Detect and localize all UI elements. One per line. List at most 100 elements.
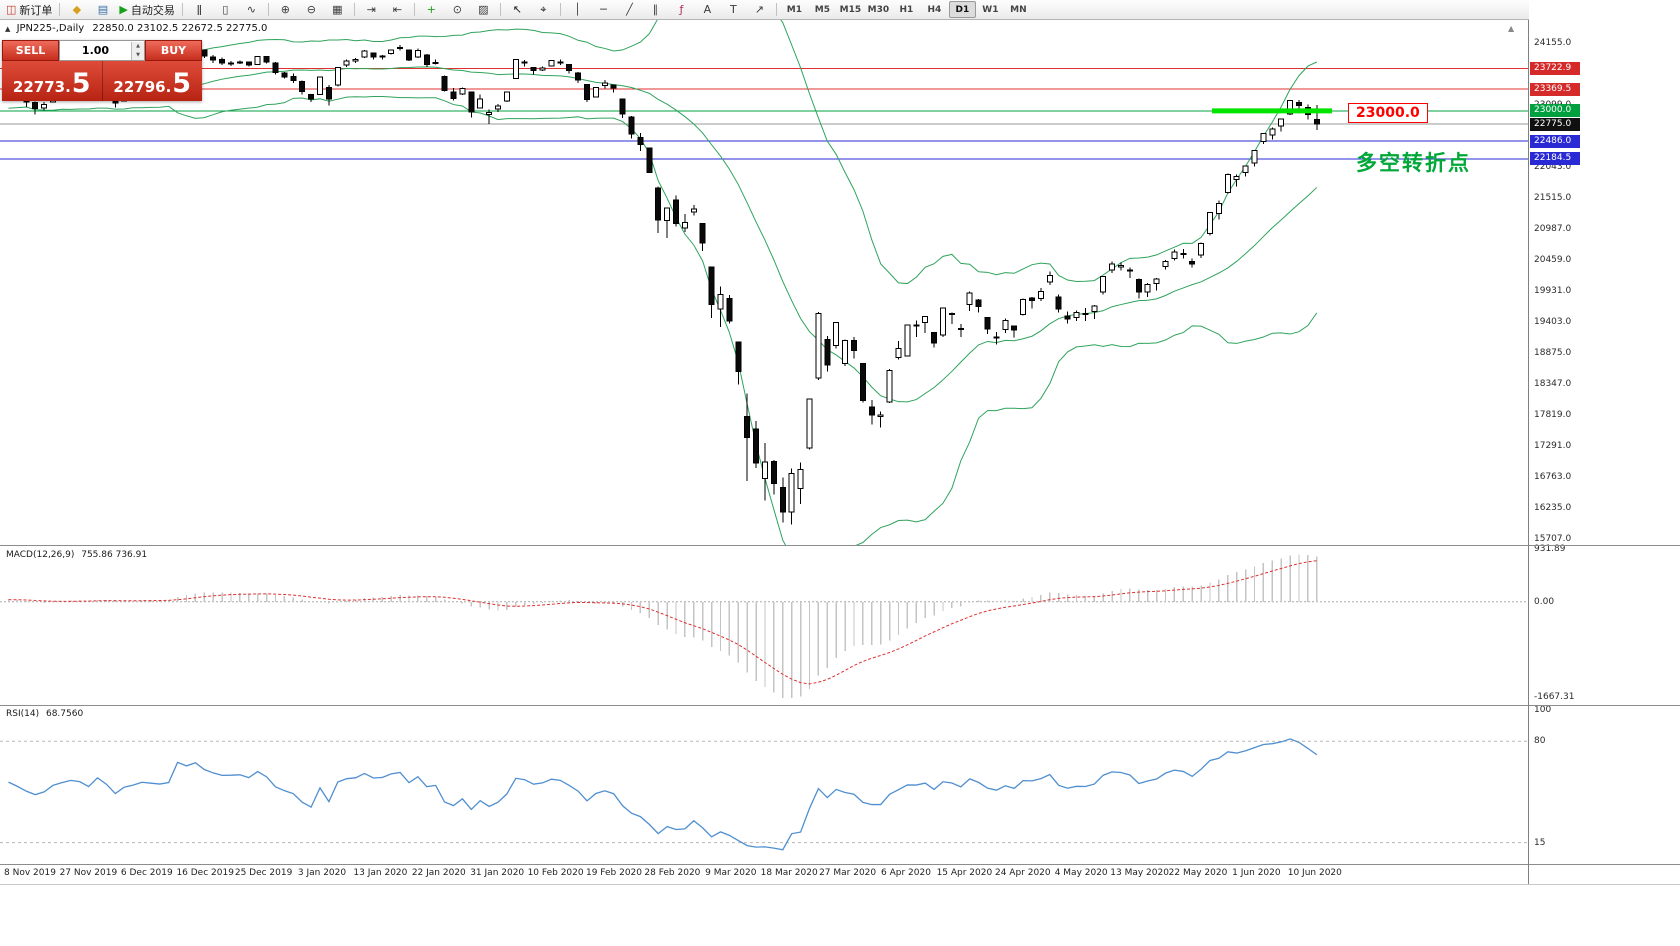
indicators-icon: + <box>426 3 436 16</box>
scroll-end-marker[interactable]: ▲ <box>1508 24 1515 33</box>
candlestick-chart[interactable] <box>0 20 1528 545</box>
time-axis[interactable]: 8 Nov 2019 27 Nov 2019 6 Dec 2019 16 Dec 20… <box>0 864 1528 884</box>
date-label: 1 Jun 2020 <box>1232 868 1281 878</box>
ask-price[interactable]: 22796. 5 <box>103 61 203 101</box>
date-label: 3 Jan 2020 <box>297 868 347 878</box>
indicators-button[interactable]: + <box>419 0 444 19</box>
trendline-icon: ╱ <box>626 3 633 16</box>
chart-shift-icon: ⇤ <box>392 3 402 16</box>
sell-button[interactable]: SELL <box>2 40 59 61</box>
panel-separator[interactable] <box>0 545 1680 546</box>
ask-big-digit: 5 <box>172 68 192 99</box>
volume-down-icon[interactable]: ▼ <box>132 50 144 60</box>
timeframe-h4-button[interactable]: H4 <box>927 4 942 15</box>
date-label: 6 Dec 2019 <box>120 868 173 878</box>
price-axis[interactable]: 24155.023099.022043.021515.020987.020459… <box>1529 0 1680 946</box>
arrows-button[interactable]: ↗ <box>747 0 772 19</box>
macd-panel[interactable] <box>0 547 1528 704</box>
crosshair-icon: ⌖ <box>540 3 547 16</box>
chart-bars-icon: ǁ <box>196 3 203 16</box>
market-watch-button[interactable]: ▤ <box>90 0 115 19</box>
price-axis-label: 0.00 <box>1534 596 1555 607</box>
crosshair-button[interactable]: ⌖ <box>531 0 556 19</box>
timeframe-mn-button[interactable]: MN <box>1010 4 1027 15</box>
date-label: 19 Feb 2020 <box>585 868 643 878</box>
toolbar-separator <box>181 3 183 16</box>
metaeditor-button[interactable]: ◆ <box>64 0 89 19</box>
chart-shift-button[interactable]: ⇤ <box>385 0 410 19</box>
chart-line-button[interactable]: ∿ <box>239 0 264 19</box>
zoom-in-button[interactable]: ⊕ <box>273 0 298 19</box>
timeframe-m5-button[interactable]: M5 <box>814 4 830 15</box>
timeframe-d1-button[interactable]: D1 <box>948 1 976 18</box>
timeframe-m1-button[interactable]: M1 <box>786 4 802 15</box>
date-label: 10 Feb 2020 <box>527 868 584 878</box>
volume-up-icon[interactable]: ▲ <box>132 41 144 51</box>
panel-separator[interactable] <box>0 705 1680 706</box>
zoom-out-icon: ⊖ <box>306 3 316 16</box>
cursor-button[interactable]: ↖ <box>505 0 530 19</box>
timeframe-w1-button[interactable]: W1 <box>982 4 999 15</box>
bid-main-digits: 22773. <box>12 78 71 96</box>
volume-input[interactable] <box>60 43 131 58</box>
toolbar-separator <box>267 3 269 16</box>
trendline-button[interactable]: ╱ <box>617 0 642 19</box>
tile-windows-button[interactable]: ▦ <box>325 0 350 19</box>
price-tag: 22775.0 <box>1530 117 1580 131</box>
horizontal-line-icon: ─ <box>600 3 607 16</box>
toolbar-separator <box>499 3 501 16</box>
templates-button[interactable]: ▨ <box>471 0 496 19</box>
toolbar-separator <box>775 3 777 16</box>
volume-spinner: ▲ ▼ <box>131 41 144 60</box>
price-tag: 23722.9 <box>1530 62 1580 76</box>
price-axis-label: 17291.0 <box>1534 440 1572 451</box>
macd-label: MACD(12,26,9) 755.86 736.91 <box>6 550 148 560</box>
auto-scroll-button[interactable]: ⇥ <box>359 0 384 19</box>
chart-candles-button[interactable]: ▯ <box>213 0 238 19</box>
date-label: 22 May 2020 <box>1168 868 1228 878</box>
ask-main-digits: 22796. <box>113 78 172 96</box>
price-axis-label: 19403.0 <box>1534 316 1572 327</box>
text-label-icon: T <box>730 3 737 16</box>
price-axis-label: 24155.0 <box>1534 38 1572 49</box>
date-label: 24 Apr 2020 <box>994 868 1051 878</box>
price-axis-label: 17819.0 <box>1534 409 1572 420</box>
timeframe-m30-button[interactable]: M30 <box>867 4 890 15</box>
text-button[interactable]: A <box>695 0 720 19</box>
zoom-out-button[interactable]: ⊖ <box>299 0 324 19</box>
vertical-line-button[interactable]: │ <box>565 0 590 19</box>
price-tag: 22486.0 <box>1530 134 1580 148</box>
level-23000-callout: 23000.0 <box>1348 103 1428 123</box>
channel-button[interactable]: ∥ <box>643 0 668 19</box>
main-toolbar: ◫ 新订单 ◆ ▤ ▶ 自动交易 ǁ ▯ ∿ ⊕ ⊖ ▦ ⇥ ⇤ + ⊙ ▨ ↖ ⌖ │ ─ ╱ ∥ ƒ A T ↗ M1 M5 M15 M… <box>0 0 1680 20</box>
rsi-panel[interactable] <box>0 706 1528 864</box>
buy-button[interactable]: BUY <box>145 40 202 61</box>
cursor-icon: ↖ <box>512 3 522 16</box>
time-axis-separator <box>0 864 1680 865</box>
horizontal-line-button[interactable]: ─ <box>591 0 616 19</box>
price-axis-label: 21515.0 <box>1534 193 1572 204</box>
text-icon: A <box>703 3 712 16</box>
new-order-button[interactable]: ◫ 新订单 <box>3 0 55 19</box>
one-click-collapse-icon[interactable]: ▲ <box>5 25 11 33</box>
date-label: 4 May 2020 <box>1054 868 1108 878</box>
price-divider <box>101 61 103 101</box>
timeframe-m15-button[interactable]: M15 <box>839 4 862 15</box>
date-label: 10 Jun 2020 <box>1287 868 1342 878</box>
bid-price[interactable]: 22773. 5 <box>2 61 102 101</box>
fibonacci-button[interactable]: ƒ <box>669 0 694 19</box>
periods-button[interactable]: ⊙ <box>445 0 470 19</box>
toolbar-separator <box>413 3 415 16</box>
text-label-button[interactable]: T <box>721 0 746 19</box>
chart-bars-button[interactable]: ǁ <box>187 0 212 19</box>
autotrading-button[interactable]: ▶ 自动交易 <box>116 0 177 19</box>
price-axis-label: 20459.0 <box>1534 254 1572 265</box>
date-label: 18 Mar 2020 <box>760 868 818 878</box>
toolbar-separator <box>559 3 561 16</box>
new-order-label: 新订单 <box>19 3 53 17</box>
tile-windows-icon: ▦ <box>332 3 343 16</box>
timeframe-h1-button[interactable]: H1 <box>899 4 914 15</box>
price-axis-label: 100 <box>1534 705 1552 715</box>
chart-annotation-text: 多空转折点 <box>1356 151 1471 175</box>
auto-scroll-icon: ⇥ <box>366 3 376 16</box>
